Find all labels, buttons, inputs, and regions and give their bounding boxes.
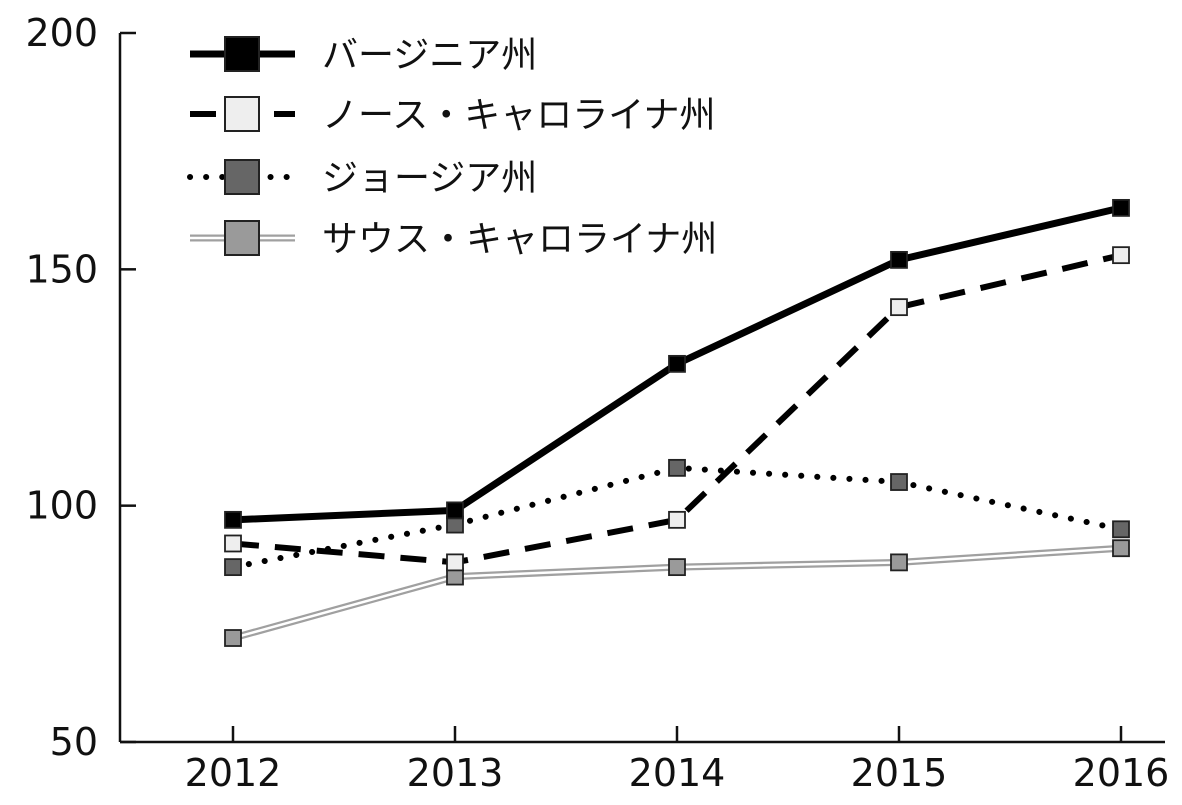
legend-marker	[224, 159, 260, 195]
x-tick-label: 2016	[1073, 751, 1170, 795]
data-point	[668, 558, 686, 577]
legend-marker	[224, 220, 260, 256]
data-point	[890, 553, 908, 572]
x-tick-label: 2015	[851, 751, 948, 795]
legend-marker	[224, 36, 260, 72]
data-point	[890, 298, 908, 317]
y-tick-label: 150	[25, 247, 98, 291]
plot-area	[224, 198, 1130, 647]
x-tick-label: 2012	[185, 751, 282, 795]
data-point	[668, 458, 686, 477]
legend-item: ジョージア州	[187, 158, 537, 199]
data-point	[1112, 246, 1130, 265]
data-point	[1112, 520, 1130, 539]
y-tick-label: 100	[25, 484, 98, 528]
axes: 50 100 150 200 2012 2013 2014 2015 2016	[25, 11, 1169, 795]
legend-label: ノース・キャロライナ州	[322, 95, 715, 136]
data-point	[668, 510, 686, 529]
data-point	[224, 534, 242, 553]
legend-label: サウス・キャロライナ州	[322, 219, 717, 260]
legend-item: サウス・キャロライナ州	[190, 219, 717, 260]
data-point	[224, 558, 242, 577]
legend-label: ジョージア州	[322, 158, 537, 199]
data-point	[890, 473, 908, 491]
data-point	[446, 501, 464, 520]
data-point	[668, 354, 686, 373]
y-tick-label: 50	[50, 720, 98, 764]
data-point	[224, 629, 242, 647]
data-point	[446, 553, 464, 572]
y-tick-label: 200	[25, 11, 98, 55]
data-point	[1112, 198, 1130, 217]
series-line	[232, 252, 1122, 566]
series-4	[224, 539, 1130, 647]
legend-item: バージニア州	[190, 35, 537, 76]
x-tick-label: 2013	[407, 751, 504, 795]
series-1	[224, 198, 1130, 529]
data-point	[224, 510, 242, 529]
legend-marker	[224, 96, 260, 132]
x-tick-label: 2014	[629, 751, 726, 795]
data-point	[890, 250, 908, 269]
series-3	[224, 458, 1130, 577]
legend-label: バージニア州	[322, 35, 537, 76]
legend-item: ノース・キャロライナ州	[190, 95, 715, 136]
series-2	[224, 246, 1130, 572]
data-point	[1112, 539, 1130, 558]
